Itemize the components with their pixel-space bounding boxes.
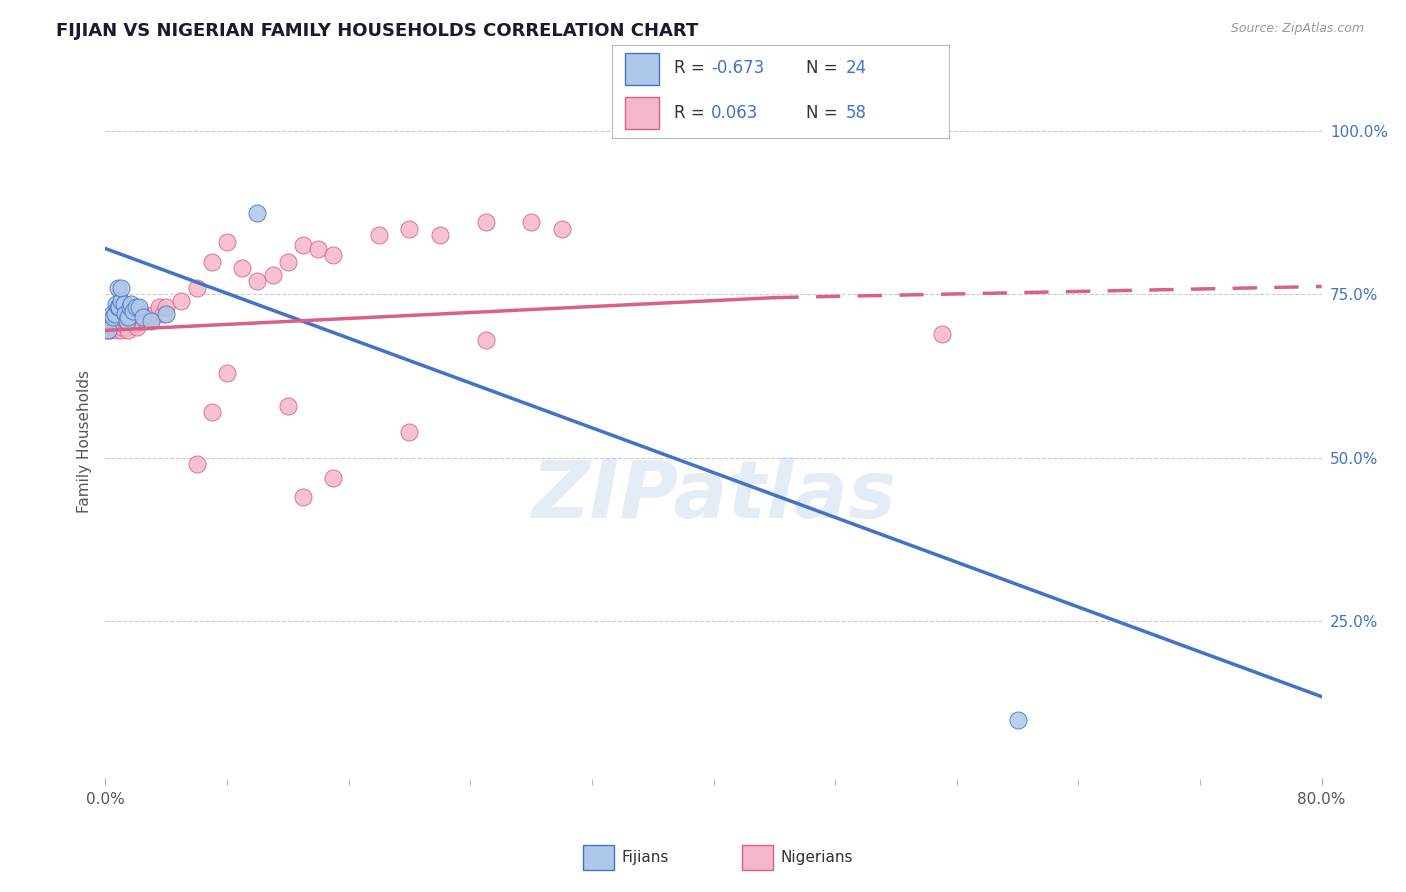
Point <box>103 307 125 321</box>
Point <box>117 323 139 337</box>
Point <box>139 310 162 325</box>
Point <box>186 281 208 295</box>
Point <box>100 307 122 321</box>
Point <box>277 399 299 413</box>
Y-axis label: Family Households: Family Households <box>76 370 91 513</box>
Point <box>114 313 136 327</box>
Point <box>105 323 128 337</box>
Text: Nigerians: Nigerians <box>780 850 853 864</box>
Point <box>292 238 315 252</box>
Point <box>121 307 143 321</box>
Point <box>246 205 269 219</box>
Text: Fijians: Fijians <box>621 850 669 864</box>
Point <box>112 297 135 311</box>
Point <box>307 242 329 256</box>
FancyBboxPatch shape <box>626 97 659 129</box>
Text: R =: R = <box>673 60 710 78</box>
Point <box>107 281 129 295</box>
Point <box>112 307 135 321</box>
Text: ZIPatlas: ZIPatlas <box>531 458 896 535</box>
Point <box>125 301 148 315</box>
Point <box>931 326 953 341</box>
Point <box>96 323 118 337</box>
Point <box>262 268 284 282</box>
Point <box>128 310 150 325</box>
Point <box>120 297 142 311</box>
Text: Source: ZipAtlas.com: Source: ZipAtlas.com <box>1230 22 1364 36</box>
Point <box>132 307 155 321</box>
Point <box>107 301 129 315</box>
Point <box>110 323 132 337</box>
Point <box>118 301 141 315</box>
Point <box>246 274 269 288</box>
Point <box>277 254 299 268</box>
Point <box>152 307 174 321</box>
Point <box>128 301 150 315</box>
Point <box>550 222 572 236</box>
Text: 24: 24 <box>846 60 868 78</box>
Point <box>231 261 253 276</box>
Point <box>125 317 148 331</box>
Point <box>110 281 132 295</box>
Point <box>110 313 132 327</box>
Point <box>105 297 128 311</box>
Point <box>186 458 208 472</box>
Point <box>121 303 143 318</box>
Text: N =: N = <box>806 60 842 78</box>
Point <box>201 254 224 268</box>
Point <box>101 313 124 327</box>
Point <box>368 228 391 243</box>
Point <box>117 310 139 325</box>
Point <box>155 301 177 315</box>
Point <box>98 323 121 337</box>
Point <box>201 405 224 419</box>
Point <box>107 317 129 331</box>
Text: 0.063: 0.063 <box>711 104 758 122</box>
Point <box>115 320 138 334</box>
Point <box>217 366 239 380</box>
Point <box>132 310 155 325</box>
Text: FIJIAN VS NIGERIAN FAMILY HOUSEHOLDS CORRELATION CHART: FIJIAN VS NIGERIAN FAMILY HOUSEHOLDS COR… <box>56 22 699 40</box>
Point <box>129 313 152 327</box>
Text: R =: R = <box>673 104 710 122</box>
Point <box>143 307 166 321</box>
Point <box>111 320 134 334</box>
Point <box>120 310 142 325</box>
Point <box>97 320 120 334</box>
Point <box>108 301 131 315</box>
Point <box>103 320 125 334</box>
Text: -0.673: -0.673 <box>711 60 765 78</box>
Point <box>155 307 177 321</box>
Point <box>322 248 344 262</box>
Point <box>101 320 124 334</box>
Point <box>292 490 315 504</box>
Point <box>115 313 138 327</box>
Point <box>170 293 193 308</box>
Point <box>118 313 141 327</box>
FancyBboxPatch shape <box>626 53 659 85</box>
Point <box>114 307 136 321</box>
Point <box>1007 713 1029 727</box>
Point <box>100 320 122 334</box>
Point <box>97 323 120 337</box>
Point <box>108 320 131 334</box>
Point <box>398 425 420 439</box>
Point <box>124 313 146 327</box>
Point <box>398 222 420 236</box>
Point <box>429 228 451 243</box>
Point <box>110 293 132 308</box>
Point <box>217 235 239 249</box>
Point <box>148 301 170 315</box>
Text: N =: N = <box>806 104 842 122</box>
Point <box>474 215 496 229</box>
Point <box>139 313 162 327</box>
Point <box>520 215 543 229</box>
Point <box>127 320 149 334</box>
Point <box>135 313 157 327</box>
Point <box>101 310 124 325</box>
Text: 58: 58 <box>846 104 868 122</box>
Point <box>322 470 344 484</box>
Point <box>474 333 496 347</box>
